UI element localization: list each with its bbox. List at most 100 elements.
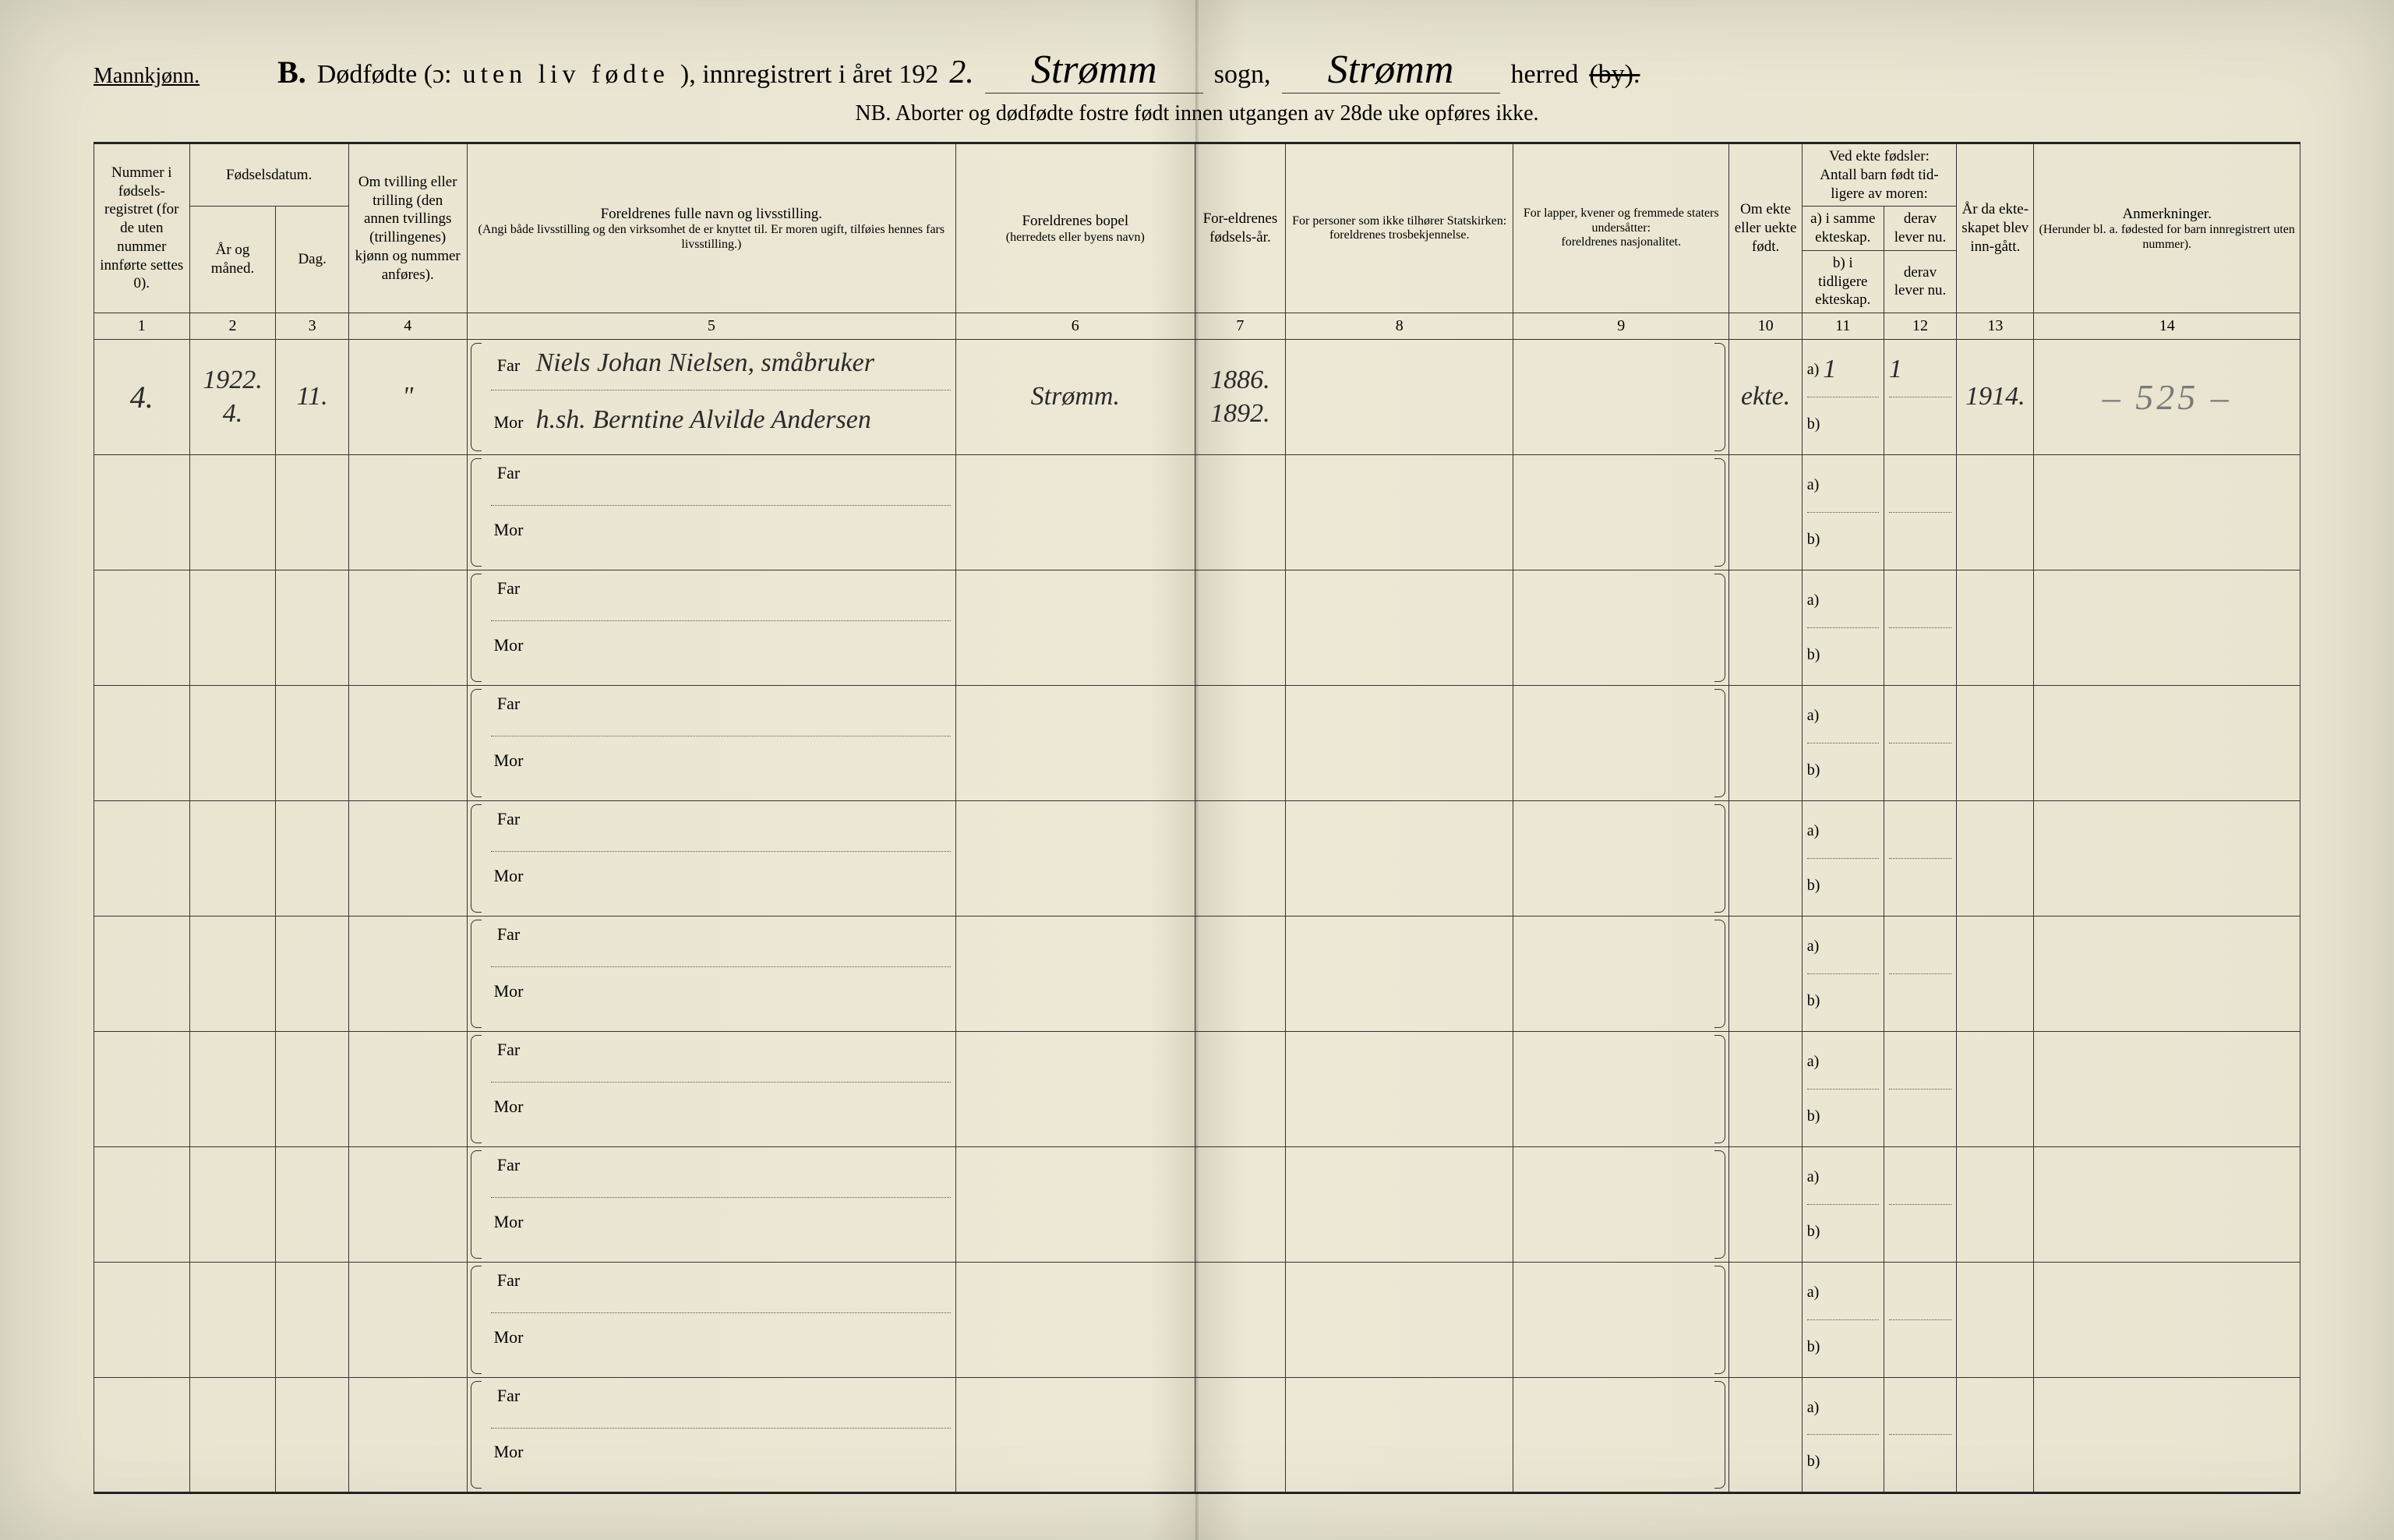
col-10-header: Om ekte eller uekte født. xyxy=(1729,143,1802,313)
cell-antall: a) b) xyxy=(1802,917,1884,1032)
col-5-header: Foreldrenes fulle navn og livsstilling. … xyxy=(467,143,956,313)
val-nr: 4. xyxy=(130,380,154,415)
by-struck: (by). xyxy=(1589,60,1640,90)
colnum: 3 xyxy=(276,313,348,340)
cell-ekteskap-aar xyxy=(1957,455,2034,570)
brace-left-icon xyxy=(471,1266,482,1374)
mor-line: Mor xyxy=(491,1326,952,1370)
cell-tros xyxy=(1286,340,1513,455)
colnum: 1 xyxy=(94,313,190,340)
cell-nr xyxy=(94,455,190,570)
colnum: 13 xyxy=(1957,313,2034,340)
brace-left-icon xyxy=(471,1150,482,1259)
cell-aar xyxy=(189,1032,276,1147)
cell-nasj xyxy=(1513,1147,1729,1263)
far-line: Far xyxy=(491,924,952,967)
cell-dag xyxy=(276,917,348,1032)
cell-antall: a) b) xyxy=(1802,686,1884,801)
cell-tros xyxy=(1286,1032,1513,1147)
cell-foreldre-aar xyxy=(1195,686,1286,801)
b-label: b) xyxy=(1807,761,1820,780)
lever-b xyxy=(1889,513,1951,567)
b-sub: b) xyxy=(1807,1320,1879,1375)
cell-dag xyxy=(276,570,348,686)
cell-bopel: Strømm. xyxy=(956,340,1195,455)
cell-lever xyxy=(1884,1032,1956,1147)
cell-parents: Far Mor xyxy=(467,1147,956,1263)
a-sub: a) xyxy=(1807,1266,1879,1320)
col-11a-header: a) i samme ekteskap. xyxy=(1802,207,1884,251)
cell-nasj xyxy=(1513,917,1729,1032)
cell-anm xyxy=(2034,1263,2300,1378)
far-line: Far xyxy=(491,462,952,506)
a-label: a) xyxy=(1807,591,1820,610)
cell-anm: – 525 – xyxy=(2034,340,2300,455)
lever-a xyxy=(1889,1035,1951,1090)
cell-ekte xyxy=(1729,1263,1802,1378)
mor-label: Mor xyxy=(491,750,527,772)
cell-antall: a) b) xyxy=(1802,801,1884,917)
far-line: Far xyxy=(491,1039,952,1083)
col-2-top: Fødselsdatum. xyxy=(189,143,348,207)
far-mor-block: Far Mor xyxy=(472,458,952,567)
cell-parents: Far Mor xyxy=(467,801,956,917)
lever-b xyxy=(1889,974,1951,1029)
far-mor-block: Far Mor xyxy=(472,1150,952,1259)
col-5-sub: (Angi både livsstilling og den virksomhe… xyxy=(472,223,952,252)
b-label: b) xyxy=(1807,1107,1820,1126)
cell-tros xyxy=(1286,1263,1513,1378)
colnum: 12 xyxy=(1884,313,1956,340)
year-digit: 2. xyxy=(949,54,974,91)
a-label: a) xyxy=(1807,937,1820,956)
cell-tvilling xyxy=(348,1032,467,1147)
lever-b xyxy=(1889,1435,1951,1489)
cell-parents: Far Mor xyxy=(467,1032,956,1147)
cell-bopel xyxy=(956,1263,1195,1378)
lever-a xyxy=(1889,920,1951,974)
cell-nr xyxy=(94,801,190,917)
cell-ekte xyxy=(1729,686,1802,801)
col-5-title: Foreldrenes fulle navn og livsstilling. xyxy=(472,205,952,224)
mor-label: Mor xyxy=(491,980,527,1002)
a-label: a) xyxy=(1807,1167,1820,1187)
cell-nr xyxy=(94,917,190,1032)
brace-left-icon xyxy=(471,689,482,797)
mor-label: Mor xyxy=(491,1096,527,1118)
cell-ekte xyxy=(1729,801,1802,917)
cell-nasj xyxy=(1513,340,1729,455)
brace-right-icon xyxy=(1714,1150,1725,1259)
cell-nasj xyxy=(1513,570,1729,686)
far-line: Far xyxy=(491,1270,952,1313)
brace-left-icon xyxy=(471,574,482,682)
brace-right-icon xyxy=(1714,804,1725,913)
far-mor-block: Far Mor xyxy=(472,804,952,913)
cell-tros xyxy=(1286,686,1513,801)
far-mor-block: Far Mor xyxy=(472,1035,952,1143)
cell-aar: 1922.4. xyxy=(189,340,276,455)
cell-foreldre-aar xyxy=(1195,1263,1286,1378)
col-9-top: For lapper, kvener og fremmede staters u… xyxy=(1518,207,1724,235)
cell-lever: 1 xyxy=(1884,340,1956,455)
col-6-title: Foreldrenes bopel xyxy=(961,212,1189,231)
far-label: Far xyxy=(491,808,527,830)
val-ekteskap-aar: 1914. xyxy=(1965,382,2025,411)
b-sub: b) xyxy=(1807,1435,1879,1489)
far-line: Far Niels Johan Nielsen, småbruker xyxy=(491,347,952,390)
col-9-header: For lapper, kvener og fremmede staters u… xyxy=(1513,143,1729,313)
lever-b xyxy=(1889,628,1951,683)
cell-ekteskap-aar xyxy=(1957,917,2034,1032)
brace-left-icon xyxy=(471,1035,482,1143)
cell-lever xyxy=(1884,1147,1956,1263)
cell-lever xyxy=(1884,455,1956,570)
cell-nasj xyxy=(1513,1378,1729,1493)
cell-bopel xyxy=(956,1032,1195,1147)
cell-nr xyxy=(94,1263,190,1378)
cell-lever xyxy=(1884,570,1956,686)
a-sub: a) xyxy=(1807,1150,1879,1205)
cell-anm xyxy=(2034,1378,2300,1493)
cell-dag xyxy=(276,1147,348,1263)
val-tvilling: " xyxy=(402,382,413,411)
far-label: Far xyxy=(491,355,527,376)
mor-label: Mor xyxy=(491,519,527,541)
b-label: b) xyxy=(1807,1452,1820,1471)
